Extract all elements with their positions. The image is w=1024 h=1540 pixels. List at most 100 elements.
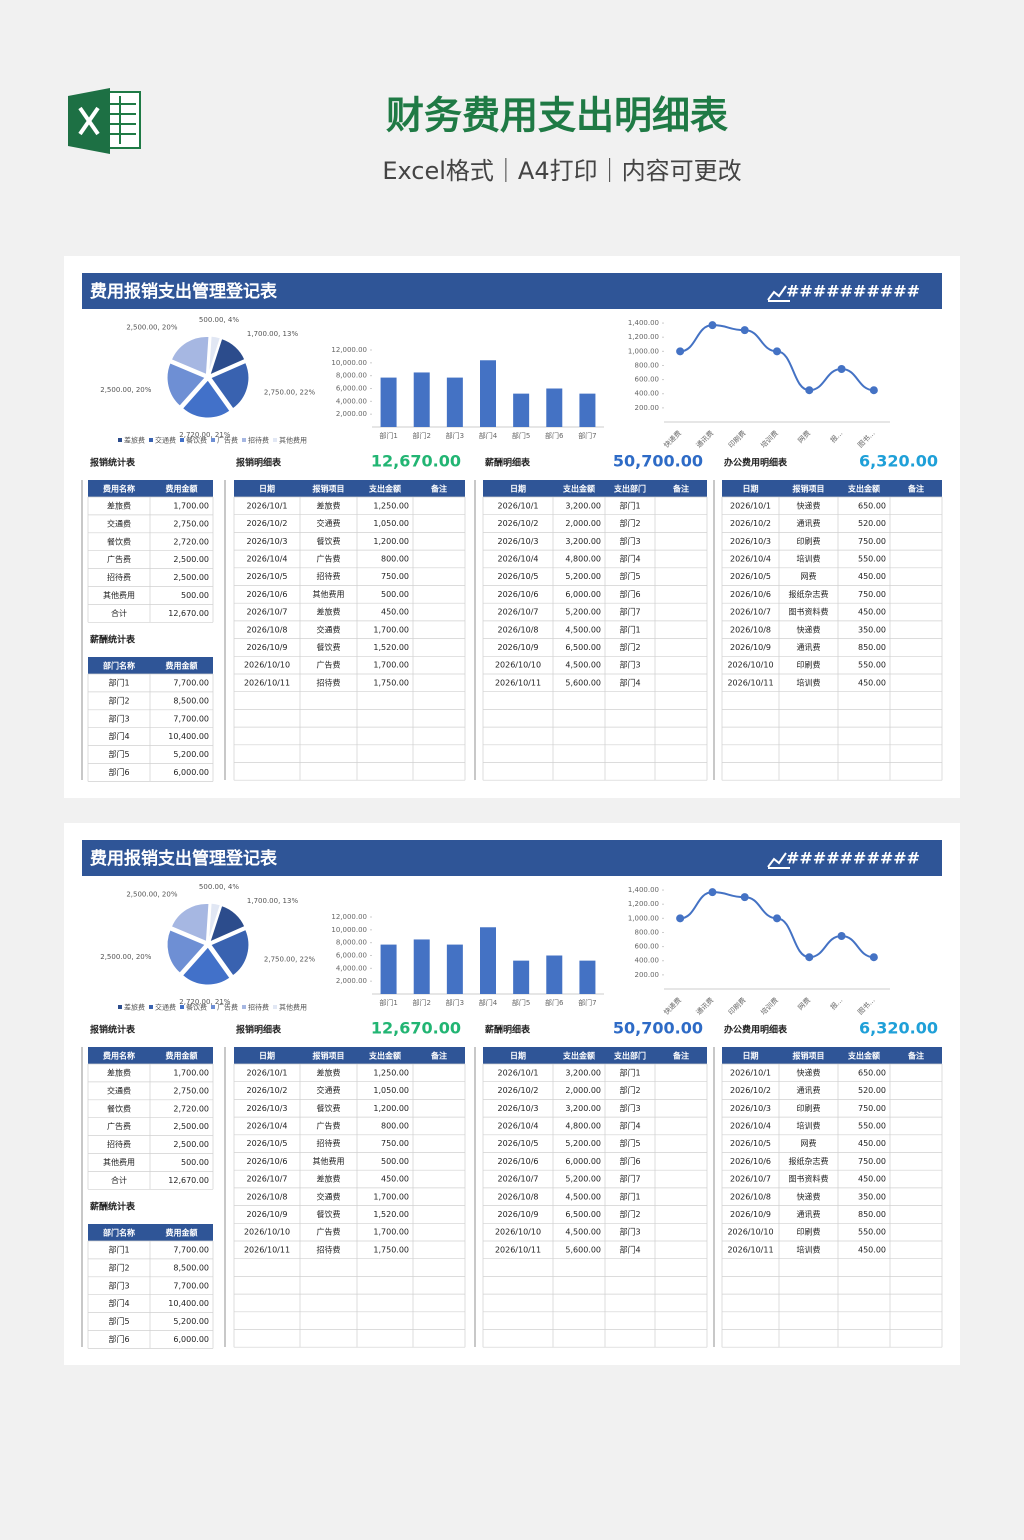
table-cell: 其他费用	[103, 590, 135, 600]
bar	[413, 372, 430, 427]
table-cell: 部门6	[108, 767, 129, 777]
table-cell: 招待费	[107, 1139, 131, 1149]
table-cell: 850.00	[858, 643, 886, 652]
table-header	[234, 1047, 465, 1064]
table-cell: 交通费	[107, 1085, 131, 1095]
column-header: 备注	[672, 1051, 689, 1061]
pie-slice	[209, 905, 246, 943]
table-cell: 图书资料费	[789, 1174, 829, 1184]
date-cell: ##########	[786, 849, 920, 868]
table-cell: 2026/10/1	[497, 1068, 538, 1077]
table-cell: 2026/10/11	[244, 678, 290, 687]
table-cell: 7,700.00	[173, 678, 209, 687]
table-cell: 1,700.00	[173, 1068, 209, 1077]
table-cell: 其他费用	[313, 1156, 345, 1166]
y-tick-label: 1,000.00	[628, 347, 659, 355]
legend-label: 广告费	[217, 436, 238, 445]
legend-swatch	[118, 438, 122, 442]
table-cell: 部门6	[108, 1334, 129, 1344]
table-cell: 750.00	[858, 1104, 886, 1113]
table-cell: 2026/10/2	[246, 1086, 287, 1095]
table-cell: 部门3	[619, 1103, 640, 1113]
table-cell: 550.00	[858, 1121, 886, 1130]
table-cell: 2026/10/9	[497, 1210, 538, 1219]
table-cell: 5,200.00	[565, 572, 601, 581]
table-cell: 差旅费	[317, 500, 341, 510]
x-tick-label: 部门4	[479, 998, 498, 1007]
table-header	[88, 1224, 213, 1241]
table-cell: 850.00	[858, 1210, 886, 1219]
table-cell: 4,800.00	[565, 1121, 601, 1130]
column-header: 费用金额	[166, 484, 198, 494]
table-cell: 广告费	[107, 1121, 131, 1131]
y-tick-label: 8,000.00	[336, 939, 367, 947]
bar	[380, 377, 397, 427]
pie-slice	[208, 335, 221, 375]
table-cell: 2026/10/10	[495, 1228, 541, 1237]
table-cell: 餐饮费	[107, 1103, 131, 1113]
table-cell: 通讯费	[797, 518, 821, 528]
y-tick-label: 600.00	[635, 943, 660, 951]
table-cell: 2026/10/5	[246, 1139, 287, 1148]
page-subtitle: Excel格式｜A4打印｜内容可更改	[382, 157, 741, 185]
pie-label: 2,750.00, 22%	[264, 955, 316, 963]
column-header: 支出部门	[613, 484, 646, 494]
table-cell: 差旅费	[107, 1067, 131, 1077]
pie-slice	[181, 379, 231, 419]
x-tick-label: 部门4	[479, 431, 498, 440]
table-cell: 部门1	[108, 677, 129, 687]
pie-slice	[170, 336, 210, 376]
table-cell: 2026/10/11	[727, 678, 773, 687]
table-cell: 2026/10/9	[246, 643, 287, 652]
y-tick-label: 6,000.00	[336, 952, 367, 960]
line-point	[676, 914, 685, 923]
table-cell: 1,200.00	[373, 1104, 409, 1113]
table-cell: 合计	[111, 608, 127, 618]
table-title: 办公费用明细表	[724, 1024, 788, 1036]
column-header: 备注	[907, 484, 924, 494]
table-cell: 2026/10/6	[246, 590, 287, 599]
table-cell: 培训费	[797, 677, 821, 687]
table-cell: 快递费	[797, 1191, 821, 1201]
table-cell: 2026/10/11	[727, 1245, 773, 1254]
table-cell: 2026/10/2	[246, 519, 287, 528]
legend-swatch	[211, 438, 215, 442]
table-cell: 2026/10/1	[497, 501, 538, 510]
table-cell: 1,250.00	[373, 501, 409, 510]
y-tick-label: 1,400.00	[628, 886, 659, 894]
pie-label: 2,500.00, 20%	[100, 386, 152, 394]
bar	[513, 960, 530, 994]
table-cell: 520.00	[858, 1086, 886, 1095]
table-cell: 6,000.00	[173, 768, 209, 777]
pie-slice	[166, 929, 206, 974]
table-cell: 3,200.00	[565, 1104, 601, 1113]
x-tick-label: 部门6	[545, 431, 564, 440]
legend-swatch	[273, 1005, 277, 1009]
legend-label: 招待费	[248, 1003, 269, 1012]
column-header: 日期	[259, 1051, 275, 1061]
table-header	[483, 480, 707, 497]
table-cell: 招待费	[317, 1138, 341, 1148]
pie-slice	[166, 362, 206, 407]
table-cell: 1,700.00	[373, 1192, 409, 1201]
table-cell: 1,700.00	[373, 661, 409, 670]
column-header: 日期	[259, 484, 275, 494]
table-total: 12,670.00	[371, 452, 461, 471]
bar	[546, 955, 563, 994]
x-tick-label: 部门5	[512, 431, 530, 440]
table-title: 报销统计表	[90, 1024, 136, 1036]
table-cell: 750.00	[381, 1139, 409, 1148]
table-cell: 部门4	[619, 1120, 640, 1130]
table-title: 报销统计表	[90, 457, 136, 469]
table-cell: 2026/10/6	[246, 1157, 287, 1166]
column-header: 支出部门	[613, 1051, 646, 1061]
pie-label: 2,720.00, 21%	[179, 998, 231, 1006]
column-header: 支出金额	[368, 484, 401, 494]
column-header: 费用名称	[103, 1051, 135, 1061]
table-cell: 部门3	[108, 1280, 129, 1290]
table-cell: 10,400.00	[168, 732, 209, 741]
table-header	[483, 1047, 707, 1064]
table-cell: 650.00	[858, 1068, 886, 1077]
page-title: 财务费用支出明细表	[386, 94, 728, 138]
table-cell: 550.00	[858, 661, 886, 670]
